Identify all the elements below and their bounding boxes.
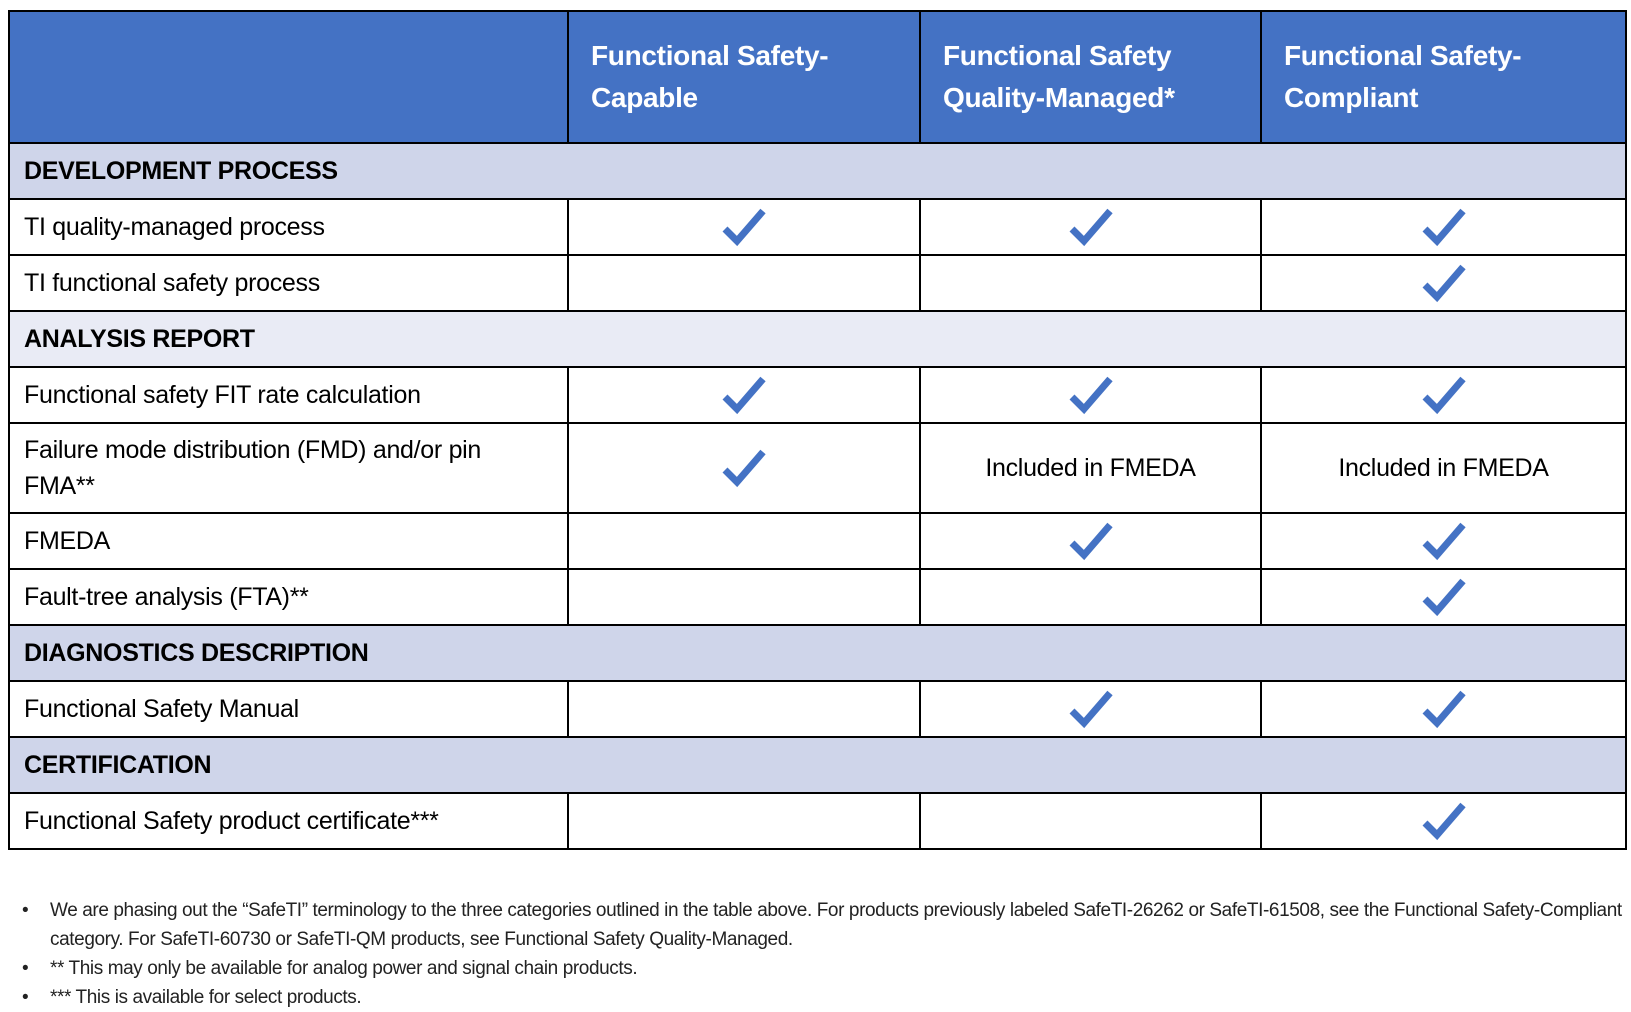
section-label: ANALYSIS REPORT [8, 310, 1627, 368]
footnote-item: • We are phasing out the “SafeTI” termino… [22, 896, 1622, 954]
check-cell [919, 198, 1262, 256]
empty-cell [567, 512, 921, 570]
check-cell [1260, 198, 1627, 256]
row-label: Functional safety FIT rate calculation [8, 366, 569, 424]
check-cell [919, 366, 1262, 424]
section-label: DEVELOPMENT PROCESS [8, 142, 1627, 200]
bullet-icon: • [22, 958, 29, 979]
header-blank [8, 10, 569, 144]
row-label: TI functional safety process [8, 254, 569, 312]
header-row: Functional Safety-Capable Functional Saf… [8, 10, 1627, 144]
checkmark-icon [1422, 376, 1466, 415]
empty-cell [567, 680, 921, 738]
row-label: TI quality-managed process [8, 198, 569, 256]
empty-cell [919, 254, 1262, 312]
empty-cell [919, 792, 1262, 850]
row-label: Functional Safety product certificate*** [8, 792, 569, 850]
check-cell [1260, 792, 1627, 850]
check-cell [567, 366, 921, 424]
check-cell [1260, 568, 1627, 626]
checkmark-icon [1422, 264, 1466, 303]
checkmark-icon [1069, 690, 1113, 729]
footnote-text: *** This is available for select product… [50, 987, 362, 1008]
check-cell [919, 680, 1262, 738]
empty-cell [567, 254, 921, 312]
check-cell [1260, 680, 1627, 738]
check-cell [567, 422, 921, 514]
section-label: DIAGNOSTICS DESCRIPTION [8, 624, 1627, 682]
checkmark-icon [1422, 578, 1466, 617]
check-cell [1260, 254, 1627, 312]
check-cell [567, 198, 921, 256]
footnote-text: We are phasing out the “SafeTI” terminol… [50, 900, 1622, 950]
table-row: Functional Safety Manual [8, 680, 1627, 738]
section-row: ANALYSIS REPORT [8, 310, 1627, 368]
table-row: Functional safety FIT rate calculation [8, 366, 1627, 424]
row-label: FMEDA [8, 512, 569, 570]
section-row: DEVELOPMENT PROCESS [8, 142, 1627, 200]
functional-safety-comparison-table: Functional Safety-Capable Functional Saf… [8, 10, 1627, 850]
checkmark-icon [1422, 690, 1466, 729]
bullet-icon: • [22, 900, 29, 921]
table-row: FMEDA [8, 512, 1627, 570]
checkmark-icon [1069, 208, 1113, 247]
footnote-text: ** This may only be available for analog… [50, 958, 638, 979]
row-label: Failure mode distribution (FMD) and/or p… [8, 422, 569, 514]
empty-cell [567, 792, 921, 850]
text-cell: Included in FMEDA [1260, 422, 1627, 514]
checkmark-icon [1069, 522, 1113, 561]
footnote-item: • ** This may only be available for analo… [22, 954, 1622, 983]
bullet-icon: • [22, 987, 29, 1008]
section-row: DIAGNOSTICS DESCRIPTION [8, 624, 1627, 682]
check-cell [1260, 366, 1627, 424]
table-row: Functional Safety product certificate*** [8, 792, 1627, 850]
check-cell [1260, 512, 1627, 570]
section-label: CERTIFICATION [8, 736, 1627, 794]
footnote-item: • *** This is available for select produc… [22, 983, 1622, 1012]
table-row: TI quality-managed process [8, 198, 1627, 256]
check-cell [919, 512, 1262, 570]
header-quality-managed: Functional Safety Quality-Managed* [919, 10, 1262, 144]
table-row: Fault-tree analysis (FTA)** [8, 568, 1627, 626]
checkmark-icon [722, 449, 766, 488]
checkmark-icon [1422, 802, 1466, 841]
checkmark-icon [1069, 376, 1113, 415]
checkmark-icon [1422, 208, 1466, 247]
empty-cell [567, 568, 921, 626]
checkmark-icon [722, 208, 766, 247]
header-compliant: Functional Safety-Compliant [1260, 10, 1627, 144]
table-row: TI functional safety process [8, 254, 1627, 312]
text-cell: Included in FMEDA [919, 422, 1262, 514]
header-capable: Functional Safety-Capable [567, 10, 921, 144]
row-label: Fault-tree analysis (FTA)** [8, 568, 569, 626]
empty-cell [919, 568, 1262, 626]
section-row: CERTIFICATION [8, 736, 1627, 794]
checkmark-icon [722, 376, 766, 415]
table-row: Failure mode distribution (FMD) and/or p… [8, 422, 1627, 514]
footnotes: • We are phasing out the “SafeTI” termino… [22, 896, 1622, 1012]
row-label: Functional Safety Manual [8, 680, 569, 738]
checkmark-icon [1422, 522, 1466, 561]
